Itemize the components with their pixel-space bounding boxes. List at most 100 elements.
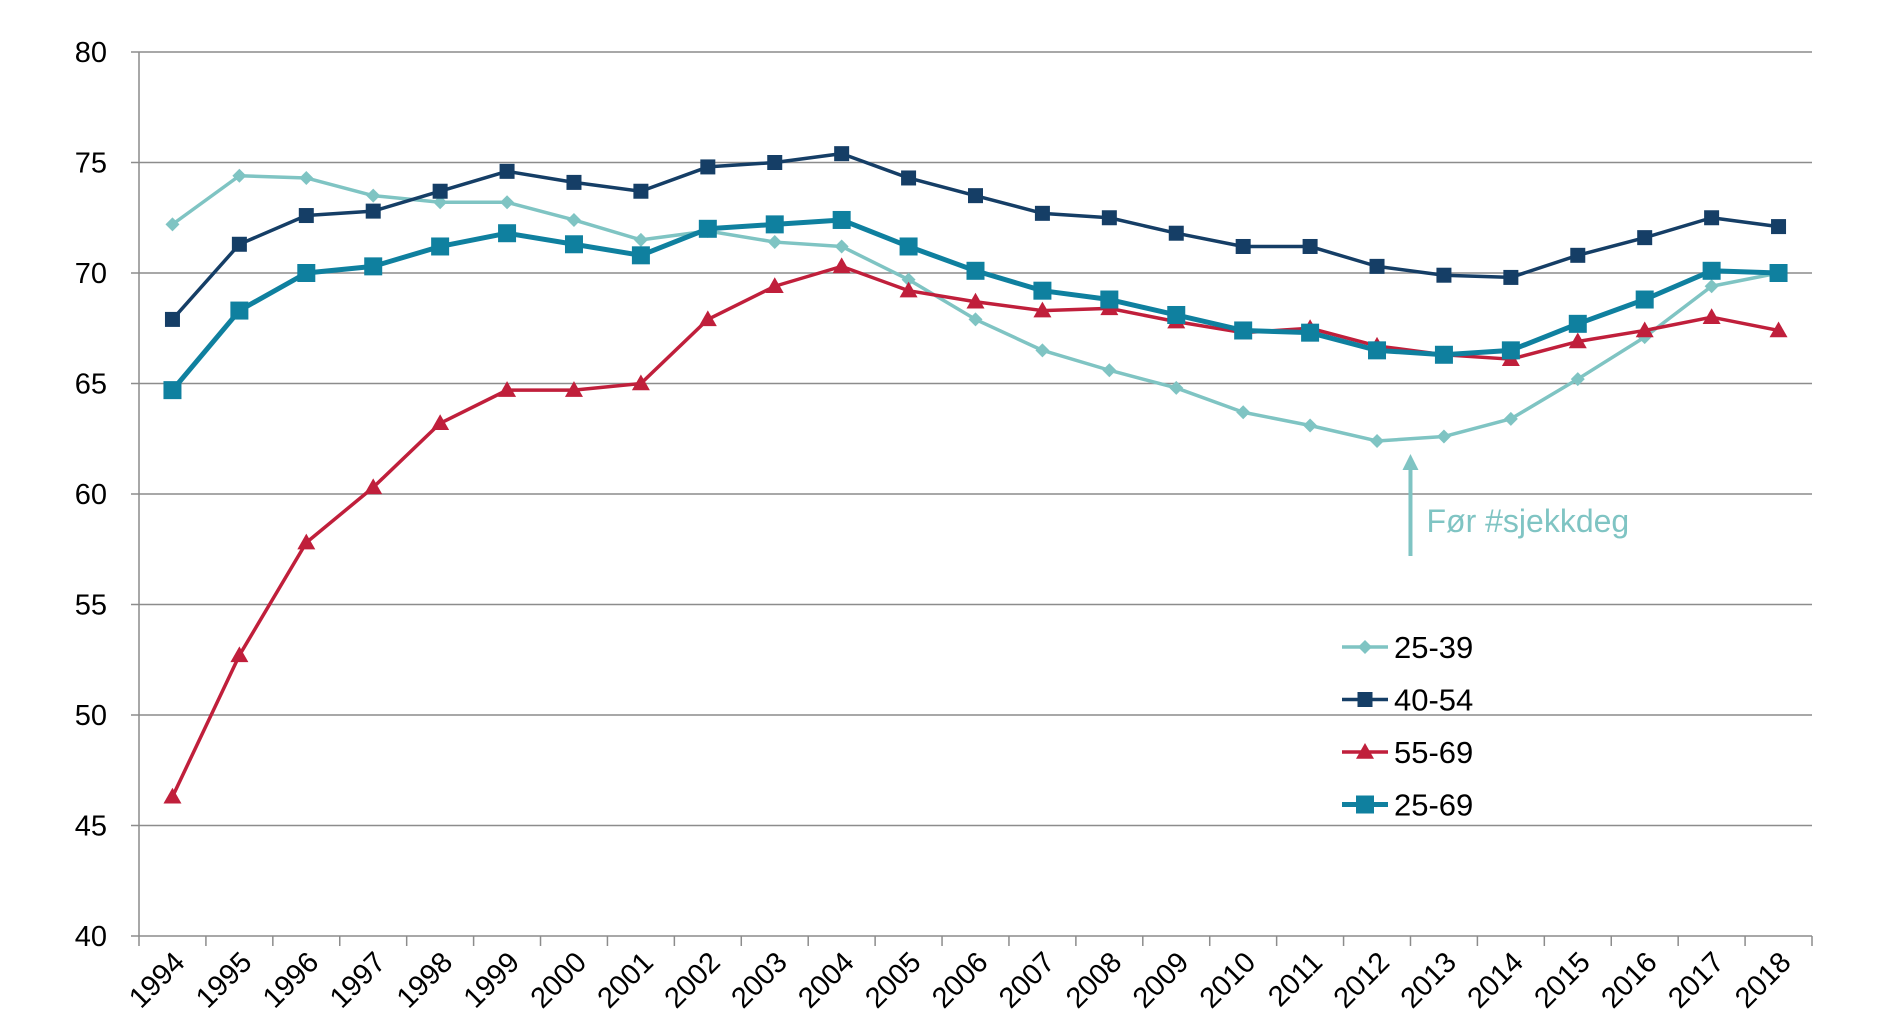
series-group [163,146,1788,804]
y-tick-label: 70 [75,258,107,290]
data-point [566,212,581,227]
data-point [1303,418,1318,433]
data-point [1234,321,1253,340]
x-tick-label: 2002 [659,946,727,1014]
data-point [1034,205,1050,221]
data-point [1100,290,1119,309]
x-tick-label: 2010 [1194,946,1262,1014]
data-point [968,188,983,204]
series-25-69 [163,210,1788,400]
series-40-54 [164,146,1787,327]
x-tick-label: 2015 [1528,946,1596,1014]
x-tick-label: 1998 [391,946,459,1014]
y-tick-label: 40 [75,921,107,953]
data-point [431,414,450,431]
data-point [631,374,650,391]
data-point [431,237,450,256]
data-point [633,232,648,247]
x-tick-label: 1997 [324,946,392,1014]
annotation: Før #sjekkdeg [1402,454,1629,556]
y-tick-label: 75 [75,148,107,180]
data-point [1368,341,1387,360]
data-point [1702,261,1721,280]
y-tick-label: 80 [75,37,107,69]
x-tick-label: 2009 [1127,946,1195,1014]
data-point [231,236,247,252]
legend-swatch-marker [1356,743,1374,759]
data-point [500,195,515,210]
data-point [1169,380,1184,395]
x-axis-tick-labels: 1994199519961997199819992000200120022003… [123,946,1797,1014]
data-point [566,174,582,190]
data-point [767,235,782,250]
data-point [1637,230,1653,246]
legend-label: 55-69 [1394,735,1473,770]
legend-item: 55-69 [1342,735,1473,770]
data-point [1503,269,1519,285]
data-point [901,272,916,287]
data-point [1769,264,1788,282]
x-tick-label: 2006 [926,946,994,1014]
data-point [366,188,381,203]
data-point [1236,405,1251,420]
legend-item: 25-69 [1342,788,1473,823]
data-point [1771,219,1787,235]
x-tick-label: 1994 [123,946,191,1014]
data-point [899,237,918,256]
data-point [1102,363,1117,378]
data-point [1635,290,1654,309]
legend-label: 25-39 [1394,630,1473,665]
x-tick-label: 2011 [1262,946,1329,1013]
data-point [767,155,783,170]
x-tick-label: 2004 [792,946,860,1014]
data-point [230,646,249,663]
y-tick-label: 65 [75,369,107,401]
data-point [1302,238,1318,254]
legend-label: 25-69 [1394,788,1473,823]
data-point [1503,411,1518,426]
data-point [765,215,784,234]
data-point [564,381,583,397]
data-point [1704,279,1719,294]
data-point [1568,314,1587,333]
data-point [165,217,180,232]
data-point [230,301,249,320]
data-point [298,208,314,224]
data-point [163,787,182,804]
data-point [297,264,316,282]
data-point [1434,345,1453,364]
x-tick-label: 2018 [1729,946,1797,1014]
data-point [164,311,180,327]
data-point [1370,433,1385,448]
data-point [1033,301,1052,318]
data-point [901,170,917,186]
x-tick-label: 2008 [1060,946,1128,1014]
data-point [1704,210,1720,226]
x-tick-label: 2014 [1462,946,1530,1014]
data-point [499,163,515,179]
data-point [364,478,383,495]
y-tick-label: 45 [75,811,107,843]
data-point [1033,281,1052,300]
x-tick-label: 2001 [592,946,660,1014]
data-point [1570,247,1586,263]
legend-swatch-marker [1358,640,1372,654]
data-point [498,381,517,397]
data-point [698,219,717,238]
data-point [1568,332,1587,349]
y-tick-label: 50 [75,700,107,732]
data-point [832,257,851,274]
data-point [1101,210,1117,226]
annotation-label: Før #sjekkdeg [1426,503,1629,539]
data-point [832,210,851,229]
data-point [1769,321,1788,338]
data-point [698,310,717,327]
data-point [1436,267,1452,283]
data-point [968,312,983,327]
x-tick-label: 1995 [190,946,258,1014]
data-point [297,533,316,550]
x-axis-ticks [138,936,1813,946]
data-point [1168,225,1184,241]
y-axis-tick-labels: 40 45 50 55 60 65 70 75 80 [75,37,139,953]
x-tick-label: 2005 [859,946,927,1014]
